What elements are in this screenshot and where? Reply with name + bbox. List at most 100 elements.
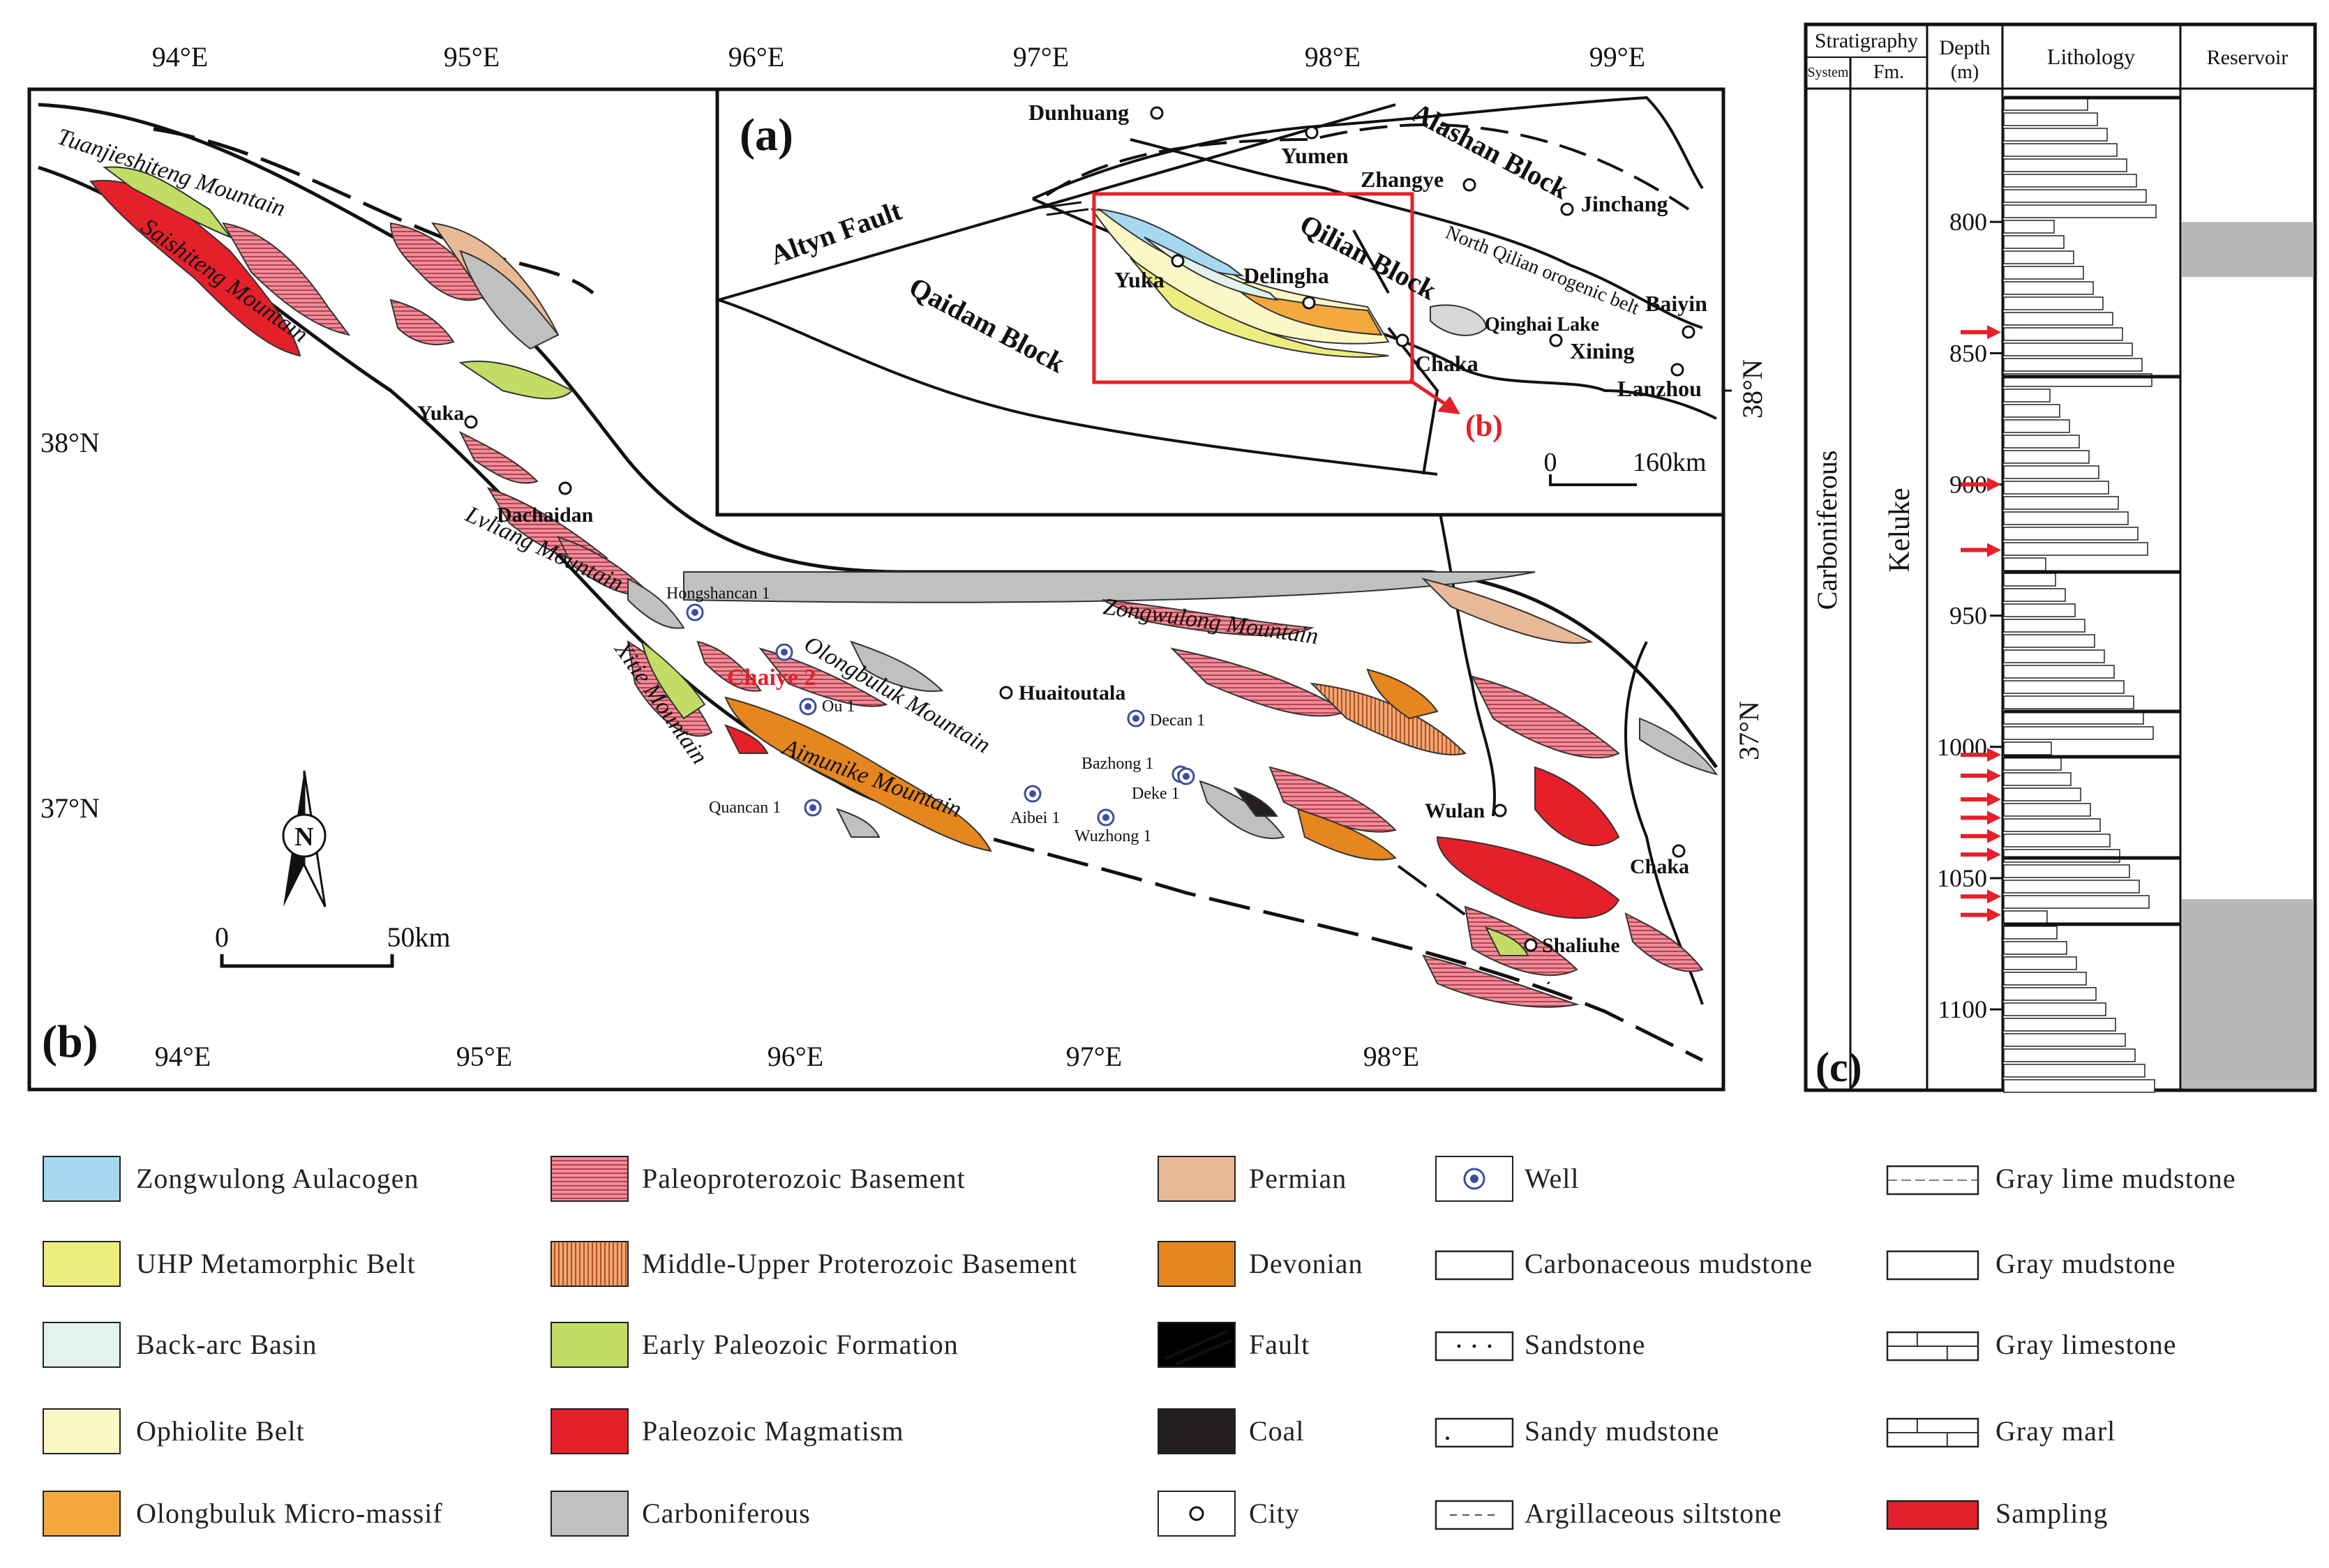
legend-item: Gray lime mudstone	[1886, 1163, 2236, 1196]
lithology-bed	[2003, 112, 2098, 126]
lithology-bed	[2003, 404, 2060, 418]
wells-b: Hongshancan 1 Ou 1 Decan 1 Bazhong 1 Dek…	[666, 585, 1205, 845]
sampling-arrow-head	[1987, 543, 2001, 557]
geologic-units	[89, 166, 1718, 1008]
city-label: Yumen	[1281, 143, 1349, 168]
depth-tick-label: 850	[1949, 339, 1987, 367]
city-label: Xining	[1570, 338, 1634, 363]
legend-item: UHP Metamorphic Belt	[43, 1241, 415, 1287]
lithology-beds	[2003, 96, 2180, 1093]
legend-item: Gray limestone	[1886, 1329, 2177, 1362]
well-label: Decan 1	[1150, 711, 1205, 730]
lithology-bed	[2003, 435, 2080, 448]
lithology-bed	[2003, 864, 2130, 878]
geologic-map-b: 94°E 95°E 96°E 97°E 98°E 99°E 94°E 95°E …	[27, 41, 1768, 1092]
lithology-bed	[2003, 97, 2088, 111]
legend-item: Middle-Upper Proterozoic Basement	[551, 1241, 1077, 1287]
legend-label: Carboniferous	[642, 1498, 811, 1529]
lithology-bed	[2003, 649, 2105, 663]
scale-start: 0	[1544, 448, 1557, 477]
inset-b-box	[1092, 192, 1414, 384]
lithology-bed	[2003, 204, 2157, 218]
lon-tick: 97°E	[1066, 1041, 1122, 1072]
city-label: Huaitoutala	[1019, 681, 1125, 704]
legend-label: Fault	[1249, 1329, 1310, 1360]
sampling-arrow-head	[1987, 889, 2001, 904]
city-symbol	[1189, 1506, 1204, 1521]
system-value: Carboniferous	[1811, 451, 1843, 610]
lithology-bed	[2003, 327, 2123, 341]
lon-tick: 96°E	[767, 1041, 823, 1072]
city-label: Delingha	[1243, 263, 1329, 288]
sand-dot	[1446, 1436, 1449, 1440]
sampling-arrow-head	[1987, 811, 2001, 825]
header-fm: Fm.	[1873, 61, 1904, 83]
lithology-bed	[2003, 695, 2134, 709]
legend-swatch	[43, 1241, 121, 1287]
lithology-bed	[2003, 158, 2127, 172]
lithology-bed	[2003, 465, 2099, 479]
legend-item: Carbonaceous mudstone	[1435, 1248, 1812, 1281]
lithology-bed	[2003, 389, 2051, 402]
legend-label: Gray limestone	[1995, 1329, 2177, 1360]
lon-tick: 99°E	[1589, 41, 1645, 73]
legend-item: Carboniferous	[551, 1491, 811, 1537]
lithology-bed	[2003, 634, 2095, 648]
map-a-cities: Dunhuang Yumen Zhangye Jinchang Delingha…	[1028, 100, 1707, 401]
cities-b: Yuka Dachaidan Huaitoutala Wulan Chaka S…	[417, 402, 1689, 957]
lithology-bed	[2003, 972, 2087, 986]
lithology-bed	[2003, 880, 2140, 894]
depth-tick-label: 950	[1949, 602, 1987, 630]
sampling-arrow-head	[1987, 748, 2001, 762]
sampling-arrow-head	[1987, 477, 2001, 492]
legend-item: Gray marl	[1886, 1415, 2115, 1448]
sampling-arrow-head	[1987, 769, 2001, 783]
legend-label: Devonian	[1249, 1248, 1363, 1279]
lithology-bed	[2003, 250, 2074, 264]
lithology-bed	[2003, 849, 2120, 863]
lithology-bed	[2003, 772, 2072, 786]
legend-swatch	[43, 1491, 121, 1537]
header-system: System	[1808, 65, 1849, 80]
lithology-bed	[2003, 926, 2058, 940]
header-depth-unit: (m)	[1951, 61, 1979, 83]
lithology-bed	[2003, 741, 2052, 755]
city-label: Chaka	[1415, 351, 1478, 376]
lon-tick: 97°E	[1013, 41, 1069, 73]
reservoir-interval	[2182, 899, 2314, 1088]
panel-label-b: (b)	[42, 1016, 98, 1067]
lithology-bed	[2003, 312, 2113, 326]
lithology-bed	[2003, 603, 2076, 617]
lithology-bed	[2003, 1048, 2136, 1062]
panel-label-a: (a)	[740, 110, 793, 160]
lithology-bed	[2003, 1002, 2106, 1016]
well-label: Hongshancan 1	[666, 585, 770, 603]
legend-label: Sampling	[1995, 1498, 2108, 1529]
legend-swatch	[43, 1322, 121, 1368]
city-marker	[558, 481, 572, 495]
lon-tick: 95°E	[444, 41, 500, 73]
scale-start: 0	[215, 921, 229, 953]
well-label: Ou 1	[822, 698, 855, 716]
city-label: Baiyin	[1645, 291, 1707, 316]
lon-tick: 94°E	[152, 41, 208, 73]
header-depth: Depth	[1939, 36, 1990, 59]
well-marker	[804, 799, 822, 817]
legend-label: Ophiolite Belt	[136, 1415, 305, 1447]
header-lithology: Lithology	[2047, 44, 2135, 69]
legend-swatch	[43, 1156, 121, 1202]
lon-tick: 94°E	[155, 1041, 211, 1072]
legend-label: Coal	[1249, 1415, 1305, 1447]
legend-label: Back-arc Basin	[136, 1329, 317, 1360]
well-symbol-core	[1470, 1175, 1478, 1183]
header-reservoir: Reservoir	[2207, 46, 2289, 69]
panel-label-c: (c)	[1815, 1044, 1862, 1090]
strat-column-c: Stratigraphy System Fm. Depth (m) Lithol…	[1804, 22, 2317, 1093]
city-label: Jinchang	[1581, 191, 1668, 216]
legend-swatch	[1435, 1500, 1514, 1530]
city-label: Qinghai Lake	[1485, 314, 1599, 336]
legend-item: Devonian	[1158, 1241, 1363, 1287]
legend-item: Permian	[1158, 1156, 1346, 1202]
well-label: Bazhong 1	[1081, 755, 1153, 773]
